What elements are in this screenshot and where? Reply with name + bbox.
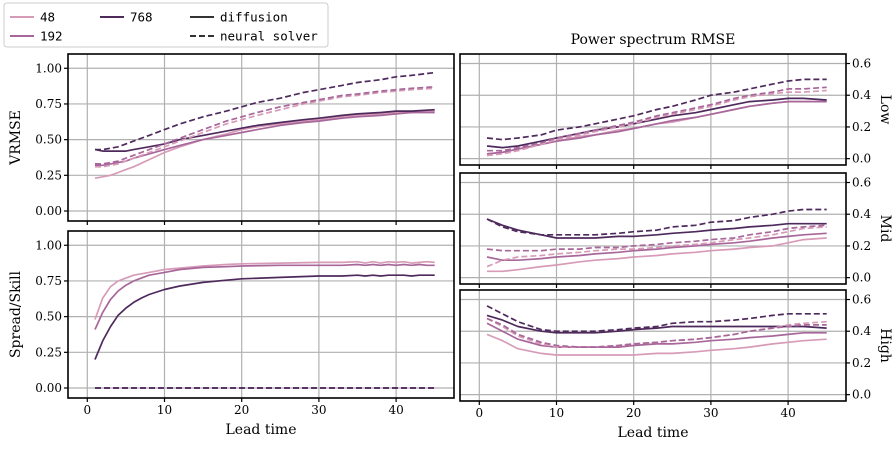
series-line-768-diffusion bbox=[486, 97, 827, 149]
panel-ps-mid: 0.0 0.2 0.4 0.6 Mid bbox=[459, 172, 893, 288]
x-tick-label: 30 bbox=[311, 403, 326, 417]
y-tick-label: 0.6 bbox=[852, 57, 871, 71]
axes-frame-ps-high bbox=[459, 289, 847, 402]
x-tick-label: 40 bbox=[780, 406, 795, 420]
legend-frame bbox=[3, 2, 329, 48]
x-tick-label: 40 bbox=[388, 403, 403, 417]
panel-ps-low: 0.0 0.2 0.4 0.6 Low Power spectrum RMSE bbox=[459, 32, 893, 169]
series-line-192-diffusion bbox=[95, 111, 435, 167]
legend-label-768: 768 bbox=[130, 10, 153, 25]
y-tick-label: 0.25 bbox=[35, 168, 62, 182]
axes-frame-vrmse bbox=[67, 53, 455, 222]
series-line-48-diffusion bbox=[487, 237, 827, 273]
x-tick-label: 10 bbox=[157, 403, 172, 417]
y-tick-label: 0.25 bbox=[35, 345, 62, 359]
y-tick-label: 1.00 bbox=[35, 238, 62, 252]
series-group-spread-skill bbox=[94, 260, 435, 389]
axes-frame-ps-mid bbox=[459, 172, 847, 285]
y-tick-label: 0.6 bbox=[852, 176, 871, 190]
chart-title: Power spectrum RMSE bbox=[571, 32, 736, 48]
y-tick-label: 0.00 bbox=[35, 381, 62, 395]
series-line-768-neural-solver bbox=[486, 208, 827, 236]
series-line-192-diffusion bbox=[486, 322, 827, 348]
series-line-48-diffusion bbox=[94, 260, 435, 320]
y-tick-label: 0.0 bbox=[852, 271, 871, 285]
series-line-768-neural-solver bbox=[95, 71, 435, 151]
y-axis-label: High bbox=[877, 328, 893, 363]
series-line-48-neural-solver bbox=[486, 226, 827, 268]
series-group-ps-mid bbox=[486, 208, 827, 273]
y-tick-label: 0.4 bbox=[852, 324, 871, 338]
panel-vrmse: 0.00 0.25 0.50 0.75 1.00 VRMSE bbox=[8, 53, 455, 225]
y-tick-label: 0.4 bbox=[852, 88, 871, 102]
series-group-ps-high bbox=[486, 305, 827, 356]
series-line-192-neural-solver bbox=[486, 317, 827, 348]
panel-ps-high: 0 10 20 30 40 0.0 0.2 0.4 0.6 Lead time High bbox=[459, 289, 893, 441]
x-tick-label: 20 bbox=[626, 406, 641, 420]
series-line-192-neural-solver bbox=[95, 85, 435, 165]
series-group-vrmse bbox=[94, 71, 435, 180]
series-line-48-diffusion bbox=[94, 110, 435, 180]
y-axis-label: Mid bbox=[877, 215, 893, 243]
legend: 48 192 768 diffusion neural solver bbox=[3, 2, 329, 48]
series-line-192-diffusion bbox=[486, 232, 827, 262]
y-tick-label: 0.00 bbox=[35, 204, 62, 218]
y-tick-label: 0.2 bbox=[852, 356, 871, 370]
series-line-768-neural-solver bbox=[486, 78, 827, 141]
y-tick-label: 0.2 bbox=[852, 239, 871, 253]
y-tick-label: 0.0 bbox=[852, 152, 871, 166]
series-line-192-diffusion bbox=[94, 263, 435, 330]
series-line-768-diffusion bbox=[94, 274, 435, 360]
x-tick-label: 0 bbox=[475, 406, 483, 420]
y-axis-label: VRMSE bbox=[8, 110, 24, 166]
series-line-192-neural-solver bbox=[486, 224, 827, 252]
grid-vrmse bbox=[68, 54, 454, 221]
series-group-ps-low bbox=[486, 78, 827, 157]
legend-label-48: 48 bbox=[40, 10, 55, 25]
y-tick-label: 0.2 bbox=[852, 120, 871, 134]
grid-ps-high bbox=[460, 290, 846, 401]
series-line-48-neural-solver bbox=[486, 89, 827, 157]
y-tick-label: 0.75 bbox=[35, 274, 62, 288]
series-line-768-diffusion bbox=[486, 218, 827, 239]
series-line-48-neural-solver bbox=[95, 87, 435, 168]
grid-ps-low bbox=[460, 54, 846, 165]
y-tick-label: 0.50 bbox=[35, 133, 62, 147]
series-line-768-diffusion bbox=[94, 108, 435, 152]
series-line-768-neural-solver bbox=[486, 305, 827, 333]
axes-frame-ps-low bbox=[459, 53, 847, 166]
y-tick-label: 0.6 bbox=[852, 293, 871, 307]
x-tick-label: 20 bbox=[234, 403, 249, 417]
legend-label-192: 192 bbox=[40, 29, 63, 44]
series-line-768-diffusion bbox=[486, 314, 827, 334]
series-line-192-neural-solver bbox=[487, 86, 827, 152]
y-tick-label: 0.0 bbox=[852, 388, 871, 402]
x-tick-label: 30 bbox=[703, 406, 718, 420]
y-axis-label: Spread/Skill bbox=[8, 270, 24, 358]
panel-spread-skill: 0 10 20 30 40 0.00 0.25 0.50 0.75 1.00 Lead time Sp… bbox=[8, 230, 455, 438]
x-axis-label: Lead time bbox=[617, 425, 688, 441]
legend-label-diffusion: diffusion bbox=[220, 10, 288, 25]
x-tick-label: 10 bbox=[549, 406, 564, 420]
legend-label-neural: neural solver bbox=[220, 29, 318, 44]
y-tick-label: 0.75 bbox=[35, 97, 62, 111]
y-tick-label: 0.50 bbox=[35, 310, 62, 324]
y-tick-label: 0.4 bbox=[852, 207, 871, 221]
grid-spread-skill bbox=[68, 231, 454, 398]
axes-frame-spread-skill bbox=[67, 230, 455, 399]
y-tick-label: 1.00 bbox=[35, 61, 62, 75]
x-axis-label: Lead time bbox=[225, 422, 296, 438]
y-axis-label: Low bbox=[877, 95, 893, 125]
x-tick-label: 0 bbox=[83, 403, 91, 417]
series-line-48-diffusion bbox=[486, 333, 827, 356]
